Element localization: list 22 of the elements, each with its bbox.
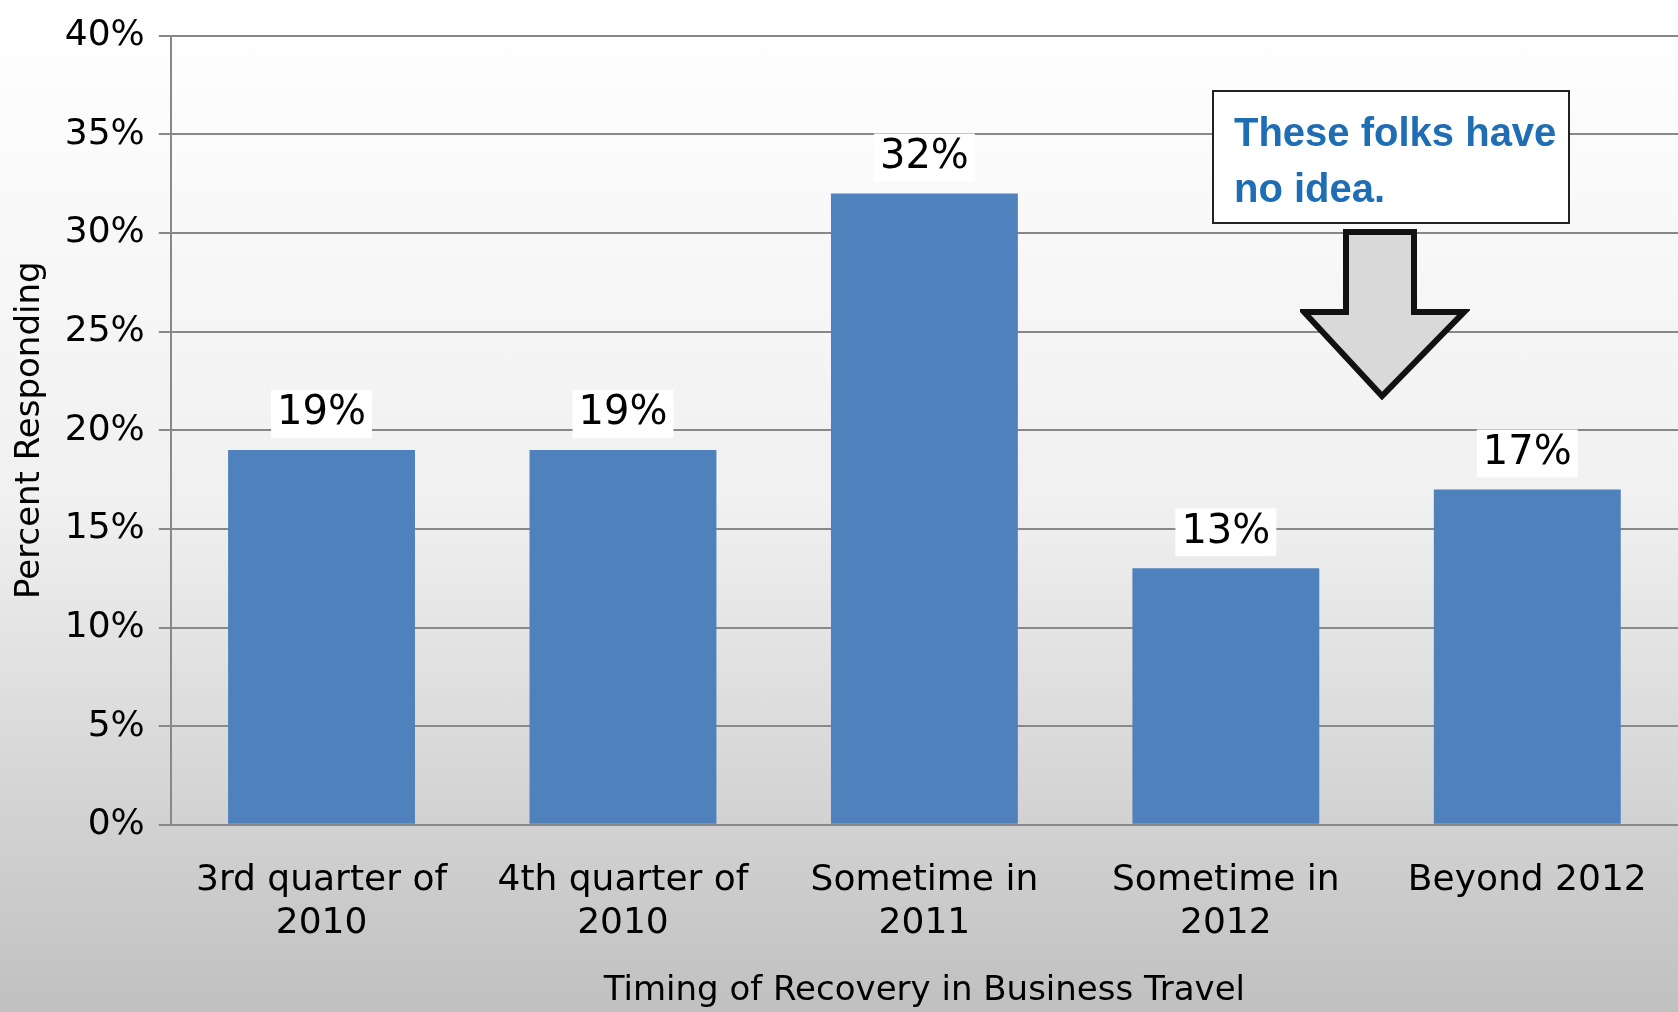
x-tick-label: Beyond 2012 (1407, 856, 1647, 898)
y-tick-label: 30% (64, 209, 145, 251)
y-tick-label: 10% (64, 603, 145, 645)
data-label: 32% (879, 130, 969, 177)
x-tick-label: 4th quarter of 2010 (497, 856, 750, 941)
y-tick-label: 15% (64, 505, 145, 547)
y-tick-label: 40% (64, 11, 145, 53)
data-label: 17% (1482, 426, 1572, 473)
y-tick-label: 20% (64, 406, 145, 448)
y-tick-label: 0% (87, 801, 145, 843)
y-tick-label: 5% (87, 702, 145, 744)
x-tick-label: Sometime in 2011 (810, 856, 1039, 941)
x-axis-title: Timing of Recovery in Business Travel (602, 968, 1246, 1009)
data-label: 19% (578, 387, 668, 434)
y-tick-label: 25% (64, 307, 145, 349)
data-label: 19% (277, 387, 366, 434)
x-tick-label: 3rd quarter of 2010 (195, 856, 449, 941)
annotation: These folks have no idea. (1212, 90, 1570, 224)
y-tick-label: 35% (64, 110, 145, 152)
x-tick-label: Sometime in 2012 (1111, 856, 1340, 941)
y-axis-title: Percent Responding (7, 261, 48, 599)
data-label: 13% (1181, 505, 1271, 552)
